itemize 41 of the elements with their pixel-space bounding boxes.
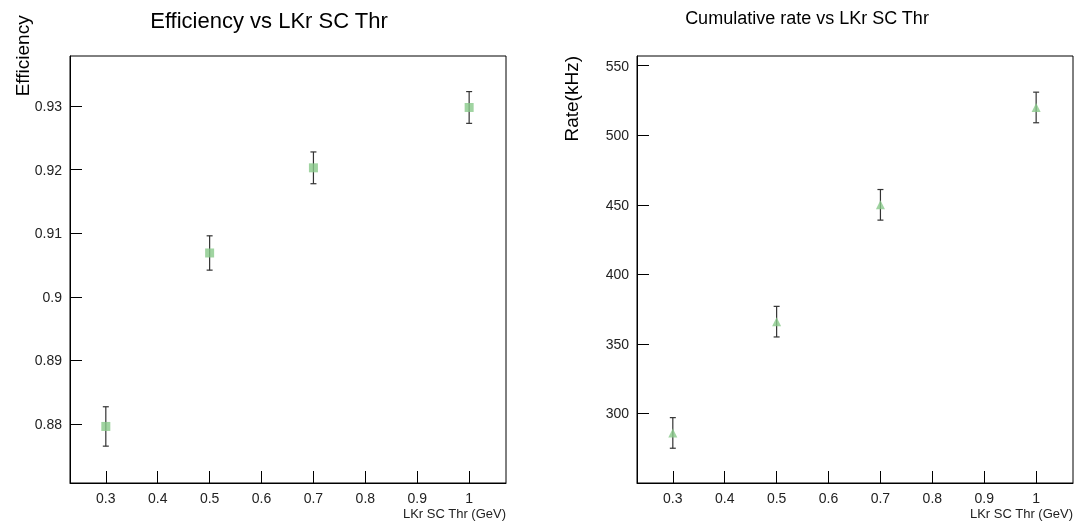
y-tick-label: 0.88 — [34, 415, 63, 432]
y-axis-title: Rate(kHz) — [561, 56, 582, 142]
point — [308, 163, 318, 173]
y-tick-label: 0.93 — [34, 98, 63, 115]
y-tick-label: 300 — [605, 405, 630, 422]
x-tick-label: 0.5 — [199, 490, 220, 506]
y-tick-label: 550 — [605, 57, 630, 74]
point — [772, 317, 782, 327]
point — [1031, 102, 1041, 112]
x-axis-title: LKr SC Thr (GeV) — [402, 506, 506, 521]
point — [205, 248, 215, 258]
y-tick-label: 0.92 — [34, 161, 63, 178]
x-tick-label: 1 — [1032, 490, 1041, 506]
point — [875, 200, 885, 210]
x-tick-label: 0.7 — [303, 490, 324, 506]
y-tick-label: 0.89 — [34, 352, 63, 369]
y-tick-label: 0.91 — [34, 225, 63, 242]
y-tick-label: 0.9 — [42, 288, 63, 305]
x-tick-label: 0.9 — [974, 490, 995, 506]
y-tick-label: 350 — [605, 335, 630, 352]
chart-title: Cumulative rate vs LKr SC Thr — [685, 8, 929, 28]
x-tick-label: 0.3 — [663, 490, 683, 506]
x-tick-label: 0.5 — [766, 490, 787, 506]
x-tick-label: 0.4 — [147, 490, 168, 506]
y-axis-title: Efficiency — [12, 14, 33, 97]
x-tick-label: 0.7 — [870, 490, 891, 506]
x-tick-label: 0.8 — [355, 490, 376, 506]
y-tick-label: 500 — [605, 127, 630, 144]
x-tick-label: 0.6 — [251, 490, 272, 506]
y-tick-label: 450 — [605, 196, 630, 213]
x-tick-label: 0.9 — [407, 490, 428, 506]
x-tick-label: 1 — [465, 490, 474, 506]
y-tick-label: 400 — [605, 266, 630, 283]
x-tick-label: 0.3 — [96, 490, 116, 506]
x-tick-label: 0.4 — [714, 490, 735, 506]
chart-title: Efficiency vs LKr SC Thr — [150, 7, 388, 33]
point — [101, 421, 111, 431]
point — [464, 102, 474, 112]
x-axis-title: LKr SC Thr (GeV) — [969, 506, 1073, 521]
x-tick-label: 0.6 — [818, 490, 839, 506]
x-tick-label: 0.8 — [922, 490, 943, 506]
